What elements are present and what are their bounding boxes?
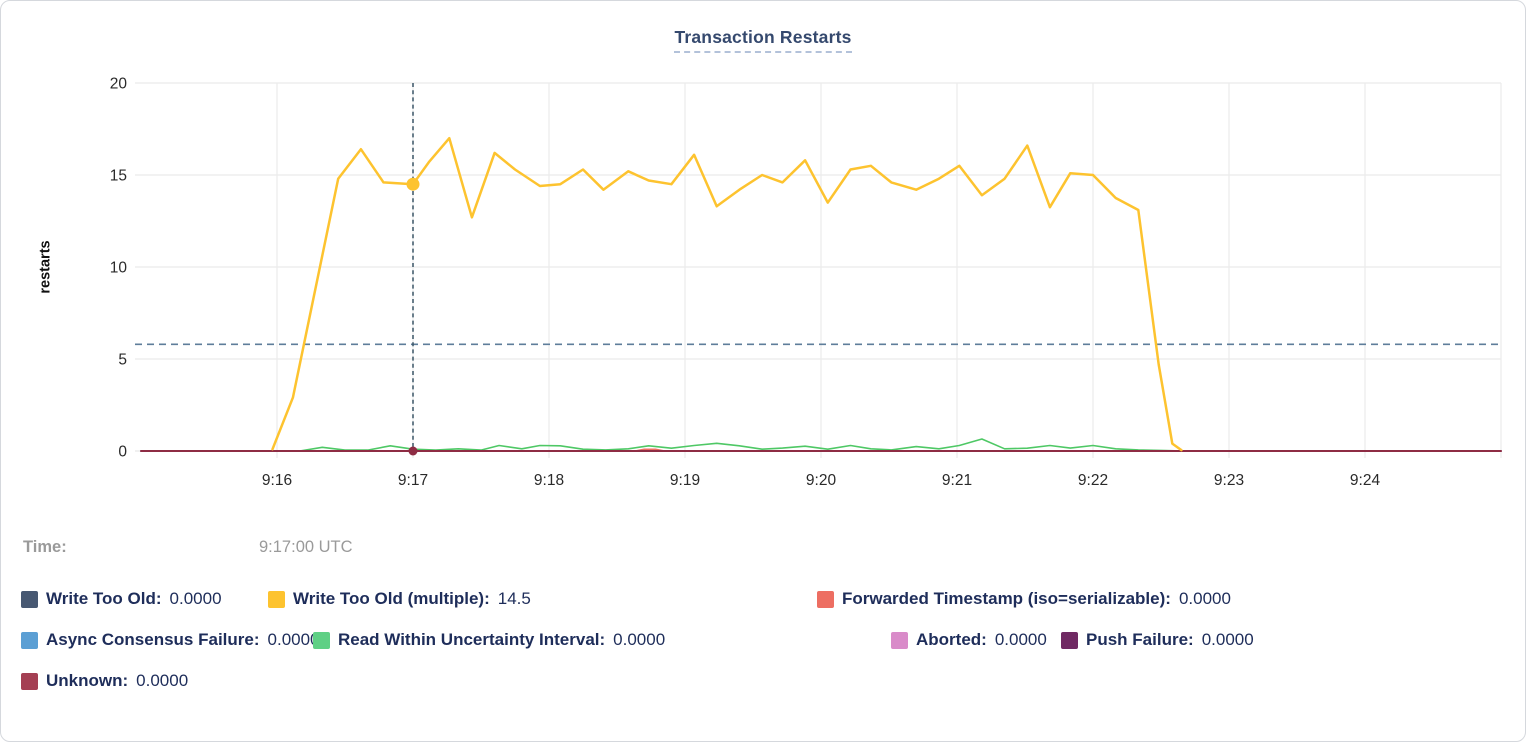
- series-swatch-icon: [21, 672, 38, 690]
- x-tick-label: 9:20: [806, 472, 837, 489]
- legend-series-value: 0.0000: [613, 630, 666, 649]
- series-line: [271, 136, 1183, 452]
- legend-series-value: 0.0000: [1178, 589, 1231, 608]
- legend-series-value: 0.0000: [1201, 630, 1254, 649]
- legend-item[interactable]: Forwarded Timestamp (iso=serializable): 0…: [817, 589, 1231, 609]
- legend-series-value: 0.0000: [136, 671, 189, 690]
- legend-series-label: Unknown:: [46, 671, 129, 690]
- legend-series-label: Forwarded Timestamp (iso=serializable):: [842, 589, 1171, 608]
- series-swatch-icon: [268, 590, 285, 608]
- chart-legend: Write Too Old: 0.0000 Write Too Old (multi…: [1, 589, 1525, 712]
- x-tick-label: 9:16: [262, 472, 292, 489]
- legend-series-label: Aborted:: [916, 630, 987, 649]
- y-axis-label: restarts: [38, 240, 55, 294]
- legend-series-label: Write Too Old:: [46, 589, 162, 608]
- legend-item[interactable]: Read Within Uncertainty Interval: 0.0000: [313, 630, 891, 650]
- x-tick-label: 9:21: [942, 472, 972, 489]
- hover-dot: [408, 446, 418, 456]
- chart-title: Transaction Restarts: [1, 27, 1525, 53]
- legend-item[interactable]: Write Too Old (multiple): 14.5: [268, 589, 817, 609]
- legend-series-value: 0.0000: [169, 589, 222, 608]
- legend-row-1: Write Too Old: 0.0000 Write Too Old (multi…: [21, 589, 1525, 609]
- x-tick-label: 9:17: [398, 472, 428, 489]
- x-tick-label: 9:22: [1078, 472, 1108, 489]
- legend-row-2: Async Consensus Failure: 0.0000 Read Withi…: [21, 630, 1525, 650]
- chart-title-text[interactable]: Transaction Restarts: [674, 27, 852, 53]
- hover-time-row: Time: 9:17:00 UTC: [23, 538, 353, 557]
- legend-series-value: 0.0000: [267, 630, 320, 649]
- y-tick-label: 0: [118, 444, 127, 461]
- legend-item[interactable]: Push Failure: 0.0000: [1061, 630, 1254, 650]
- hover-dot: [406, 177, 420, 191]
- x-tick-label: 9:24: [1350, 472, 1381, 489]
- legend-series-value: 14.5: [497, 589, 531, 608]
- series-swatch-icon: [313, 631, 330, 649]
- time-value: 9:17:00 UTC: [259, 538, 353, 556]
- time-label: Time:: [23, 538, 67, 556]
- series-swatch-icon: [21, 631, 38, 649]
- legend-item[interactable]: Aborted: 0.0000: [891, 630, 1061, 650]
- series-swatch-icon: [21, 590, 38, 608]
- series-swatch-icon: [1061, 631, 1078, 649]
- series-swatch-icon: [891, 631, 908, 649]
- y-tick-label: 15: [110, 168, 127, 185]
- series-line: [298, 438, 1185, 452]
- restarts-chart[interactable]: 0 5 10 15 20 9:16 9:17 9:18 9:19 9:20 9:21 9:22 9:23…: [1, 1, 1526, 521]
- legend-row-3: Unknown: 0.0000: [21, 671, 1525, 691]
- legend-item[interactable]: Async Consensus Failure: 0.0000: [21, 630, 320, 650]
- y-tick-label: 20: [110, 76, 128, 93]
- x-tick-label: 9:18: [534, 472, 564, 489]
- legend-series-label: Write Too Old (multiple):: [293, 589, 490, 608]
- y-tick-label: 10: [110, 260, 128, 277]
- legend-series-label: Push Failure:: [1086, 630, 1194, 649]
- y-tick-label: 5: [118, 352, 127, 369]
- legend-series-label: Read Within Uncertainty Interval:: [338, 630, 606, 649]
- x-tick-label: 9:19: [670, 472, 700, 489]
- legend-series-label: Async Consensus Failure:: [46, 630, 260, 649]
- series-swatch-icon: [817, 590, 834, 608]
- legend-item[interactable]: Write Too Old: 0.0000: [21, 589, 268, 609]
- x-tick-label: 9:23: [1214, 472, 1244, 489]
- legend-item[interactable]: Unknown: 0.0000: [21, 671, 188, 691]
- legend-series-value: 0.0000: [994, 630, 1047, 649]
